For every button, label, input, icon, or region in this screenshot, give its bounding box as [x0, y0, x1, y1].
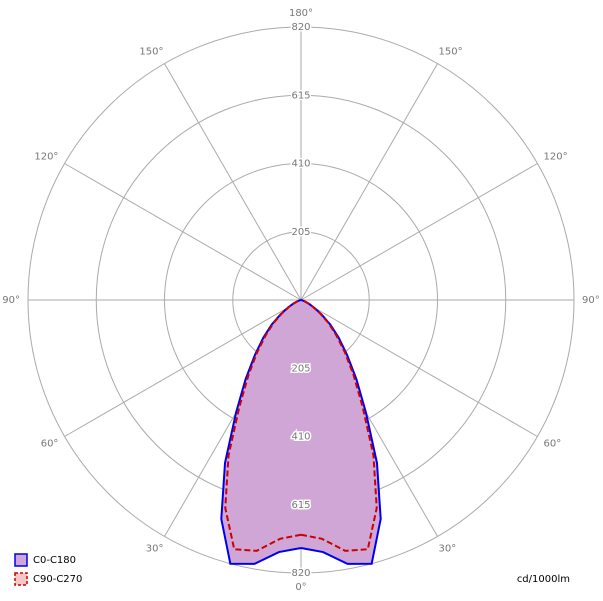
spoke: [300, 63, 438, 301]
radial-label: 820: [291, 568, 310, 579]
curves: [220, 299, 382, 565]
angle-label: 120°: [544, 152, 568, 163]
angle-label: 60°: [544, 439, 562, 450]
spoke: [64, 163, 302, 301]
angle-label: 0°: [295, 582, 306, 593]
angle-label: 180°: [289, 8, 313, 19]
angle-label: 90°: [582, 295, 600, 306]
angle-label: 150°: [139, 46, 163, 57]
radial-label: 410: [291, 432, 310, 443]
legend-swatch: [14, 572, 28, 586]
angle-label: 90°: [2, 295, 20, 306]
radial-label: 205: [291, 227, 310, 238]
angle-label: 30°: [439, 544, 457, 555]
legend-label: C0-C180: [33, 555, 76, 566]
spoke: [300, 163, 538, 301]
series-area: [221, 300, 301, 564]
spoke: [300, 299, 538, 437]
radial-label: 820: [291, 22, 310, 33]
angle-label: 60°: [41, 439, 59, 450]
labels: 0° 30° 30° 60° 60° 90° 90° 120° 120° 150° 150° 180°…: [2, 8, 599, 593]
series-area: [301, 300, 381, 564]
unit-label: cd/1000lm: [517, 574, 570, 585]
spoke: [164, 63, 302, 301]
radial-label: 205: [291, 363, 310, 374]
radial-label: 410: [291, 159, 310, 170]
series-line: [224, 299, 302, 552]
spoke: [64, 299, 302, 437]
series-line: [300, 299, 378, 552]
angle-label: 120°: [34, 152, 58, 163]
legend-swatch: [14, 553, 28, 567]
radial-label: 615: [291, 90, 310, 101]
angle-label: 30°: [146, 544, 164, 555]
radial-label: 615: [291, 500, 310, 511]
legend-label: C90-C270: [33, 574, 82, 585]
angle-label: 150°: [439, 46, 463, 57]
